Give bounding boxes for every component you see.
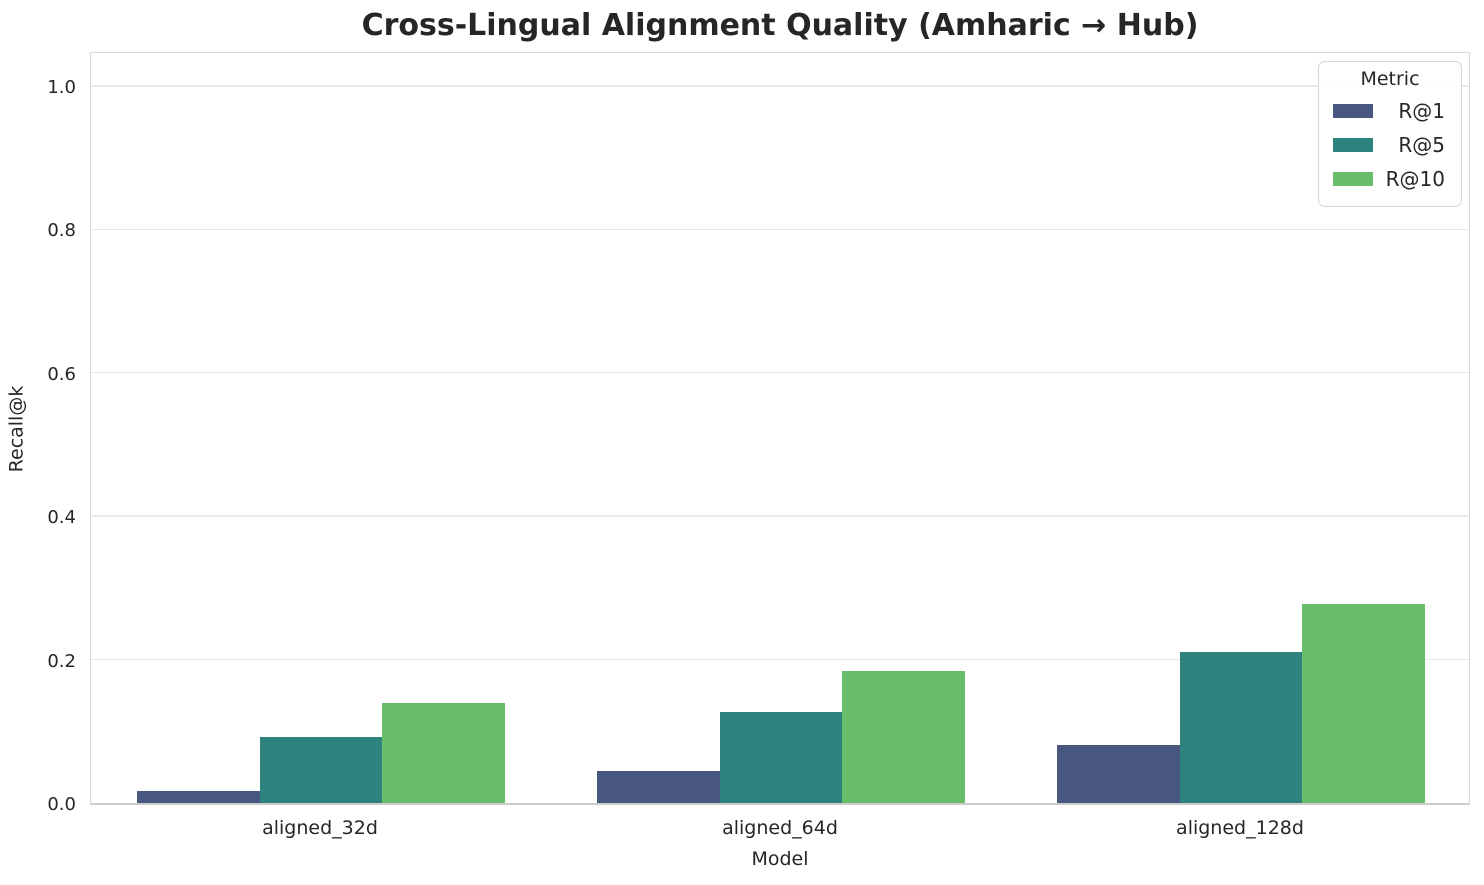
y-tick-label: 0.8: [47, 220, 76, 242]
y-tick-label: 0.4: [47, 507, 76, 529]
y-axis-label: Recall@k: [0, 52, 36, 805]
gridline: [91, 85, 1469, 87]
legend-title: Metric: [1360, 68, 1420, 90]
legend-swatch: [1333, 138, 1373, 152]
y-axis-label-text: Recall@k: [5, 385, 27, 472]
legend-swatch: [1333, 172, 1373, 186]
legend-item: R@5: [1319, 128, 1461, 162]
legend-item: R@10: [1319, 162, 1461, 196]
bar-R@10-aligned_64d: [842, 671, 965, 803]
gridline: [91, 658, 1469, 661]
y-tick-label: 0.0: [47, 794, 76, 815]
x-tick-label: aligned_128d: [1176, 817, 1304, 839]
bar-R@10-aligned_32d: [382, 702, 505, 803]
bar-R@5-aligned_32d: [259, 737, 383, 803]
bar-R@5-aligned_64d: [719, 711, 843, 803]
y-tick-label: 0.6: [47, 363, 76, 385]
bar-R@5-aligned_128d: [1179, 652, 1303, 803]
gridline: [91, 228, 1469, 231]
gridline: [91, 515, 1469, 517]
gridline: [91, 371, 1469, 374]
bar-R@1-aligned_64d: [597, 770, 720, 803]
legend-items: R@1 R@5 R@10: [1319, 94, 1461, 196]
legend: Metric R@1 R@5 R@10: [1318, 61, 1462, 207]
legend-item-label: R@5: [1398, 133, 1445, 157]
x-tick-label: aligned_32d: [262, 817, 378, 839]
bar-R@10-aligned_128d: [1302, 604, 1425, 803]
legend-swatch: [1333, 104, 1373, 118]
chart-title: Cross-Lingual Alignment Quality (Amharic…: [361, 8, 1199, 43]
legend-item: R@1: [1319, 94, 1461, 128]
y-tick-label: 1.0: [47, 76, 76, 98]
y-tick-label: 0.2: [47, 650, 76, 672]
bar-R@1-aligned_32d: [137, 790, 260, 803]
legend-item-label: R@10: [1385, 167, 1445, 191]
x-tick-label: aligned_64d: [722, 817, 838, 839]
bar-R@1-aligned_128d: [1057, 744, 1180, 803]
x-axis-label: Model: [751, 848, 809, 870]
legend-item-label: R@1: [1398, 99, 1445, 123]
plot-area: [90, 52, 1470, 805]
